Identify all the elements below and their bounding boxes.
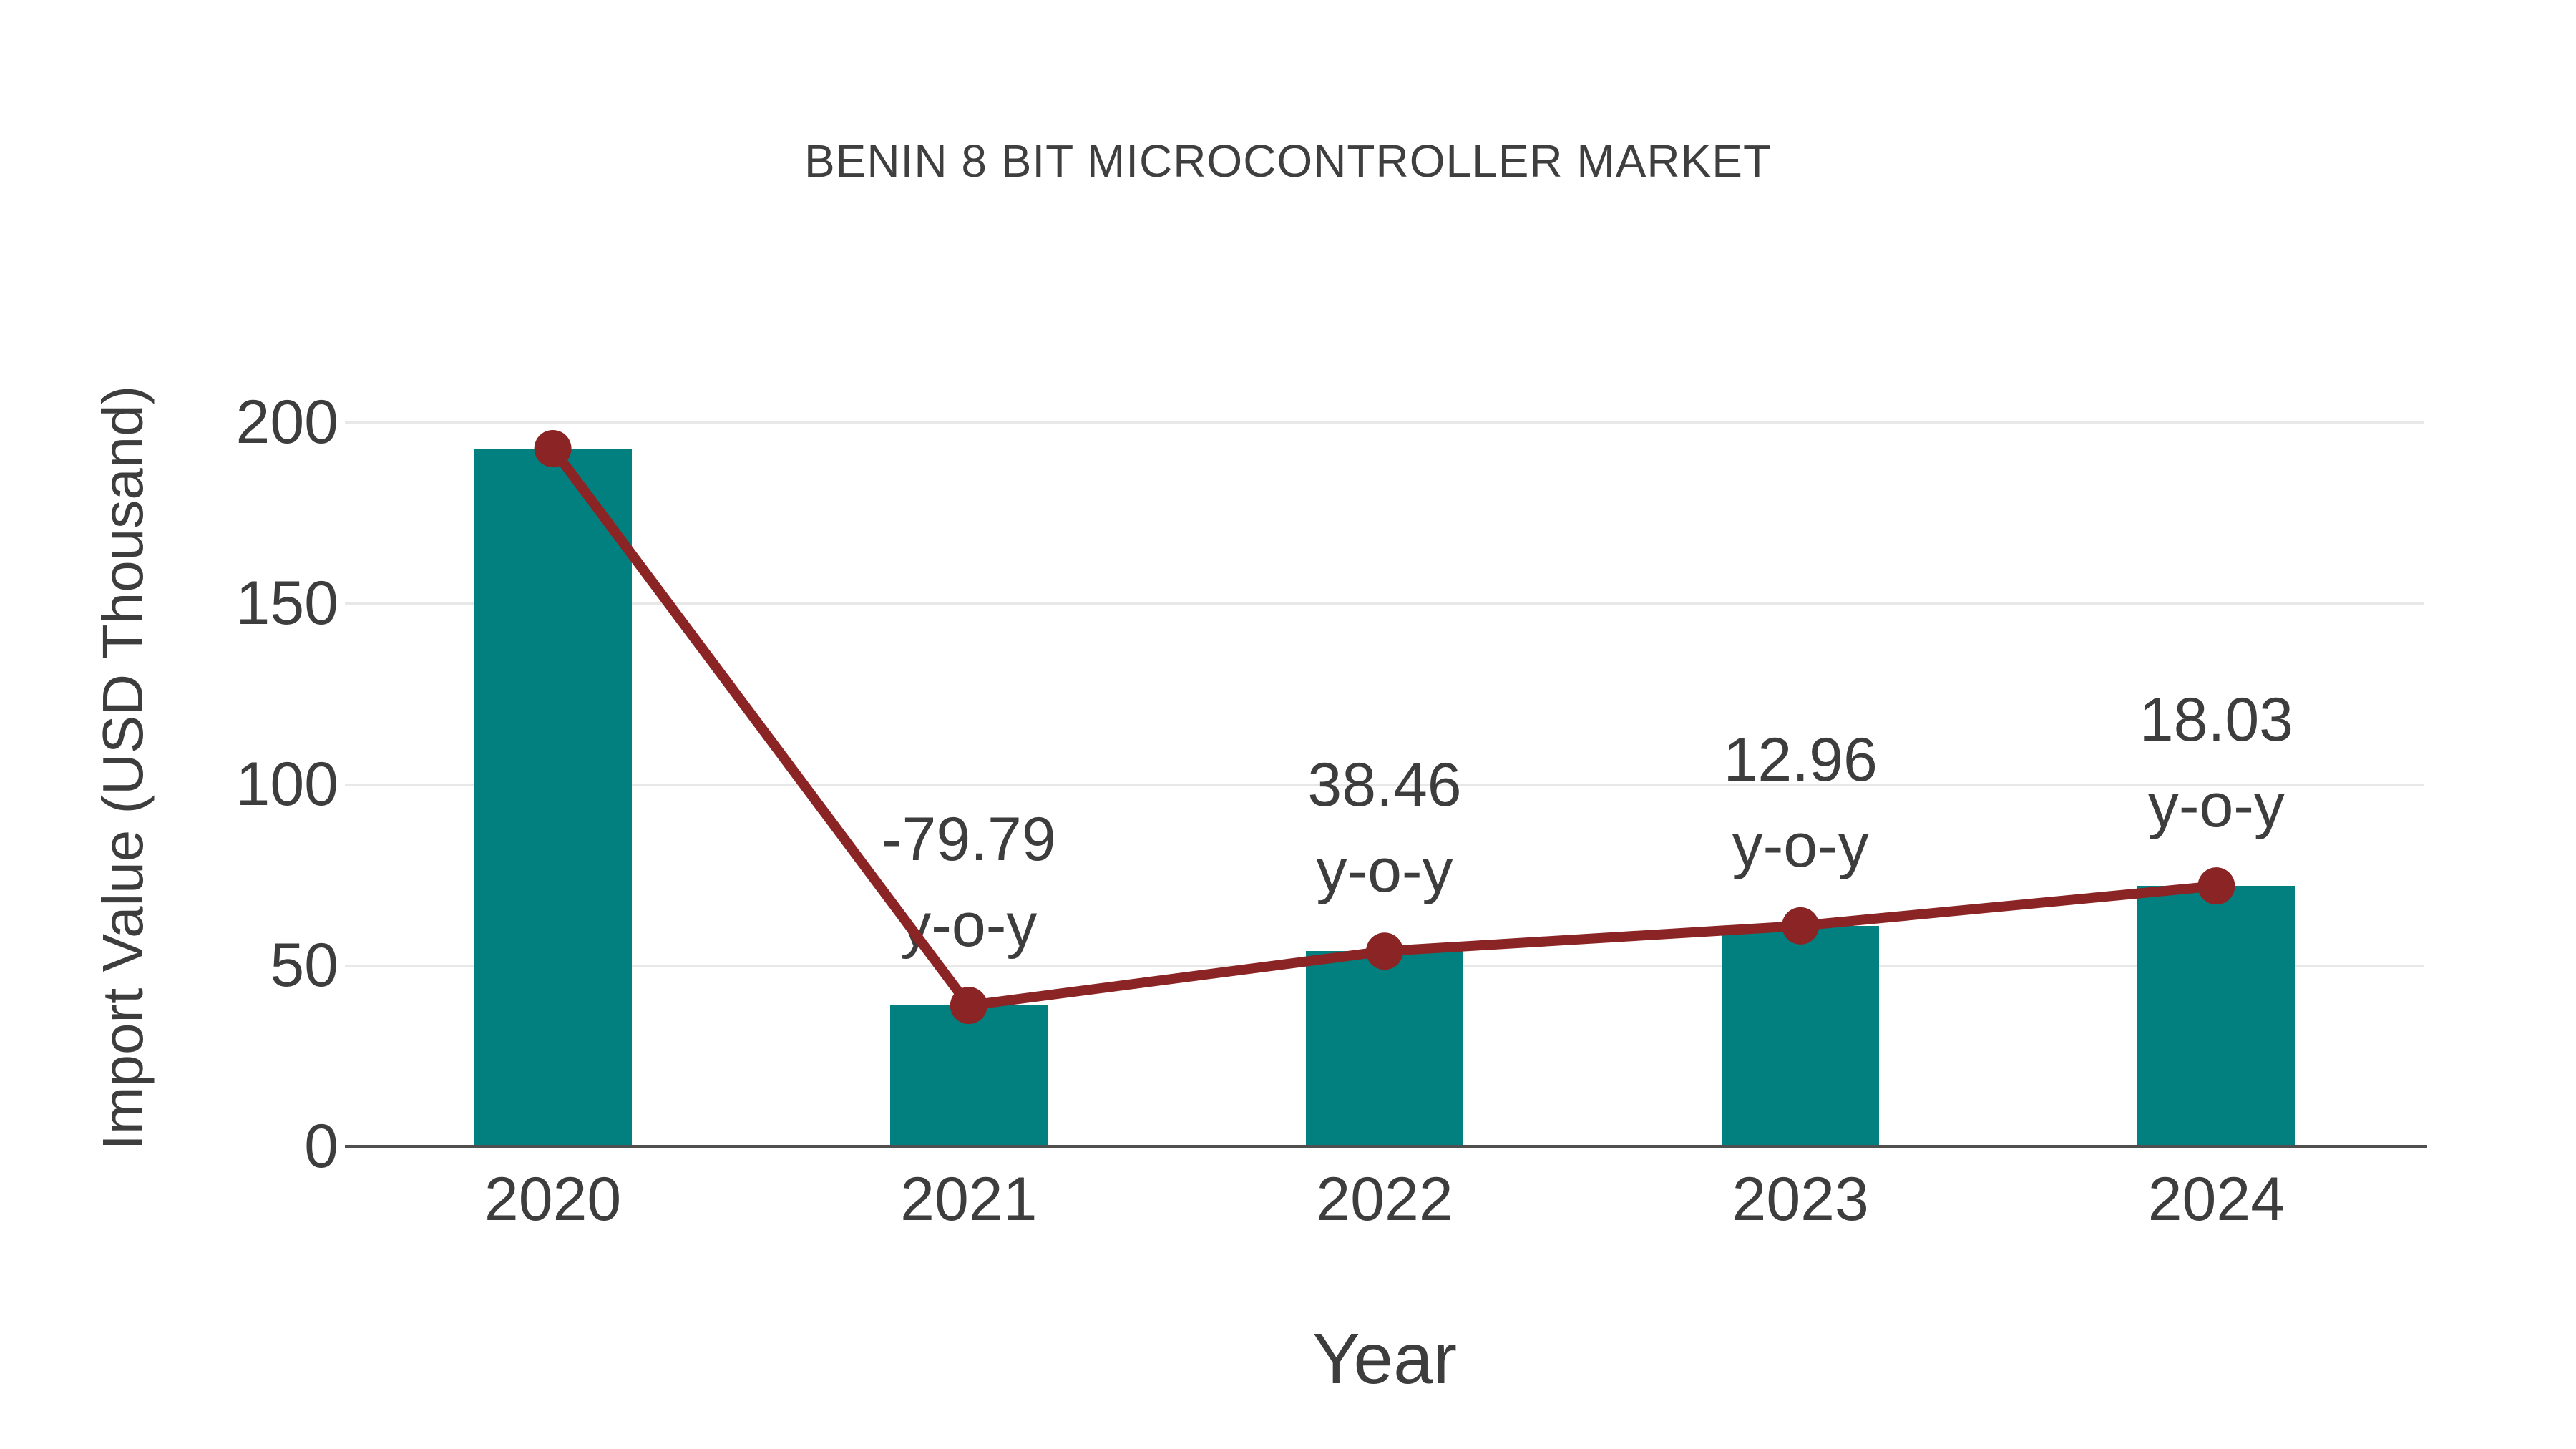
annotation-unit: y-o-y <box>1316 836 1453 906</box>
x-axis-title: Year <box>1312 1319 1458 1399</box>
bar-2022 <box>1306 951 1463 1146</box>
annotation-2023: 12.96 y-o-y <box>1724 717 1878 889</box>
annotation-2022: 38.46 y-o-y <box>1307 742 1461 914</box>
bar-2021 <box>889 1005 1048 1146</box>
bar-2024 <box>2137 886 2296 1146</box>
annotation-value: 38.46 <box>1307 751 1462 820</box>
annotation-value: 12.96 <box>1723 725 1878 794</box>
y-tick-label-200: 200 <box>235 388 339 457</box>
x-tick-label-2022: 2022 <box>1316 1165 1453 1234</box>
gridline-150 <box>345 602 2424 605</box>
trend-line <box>548 445 2218 1011</box>
bar-2023 <box>1722 925 1880 1146</box>
annotation-unit: y-o-y <box>1732 811 1869 880</box>
gridline-200 <box>345 421 2424 424</box>
y-tick-label-150: 150 <box>235 569 339 638</box>
trend-marker-2024 <box>2197 867 2235 905</box>
gridline-100 <box>345 783 2424 786</box>
x-tick-label-2020: 2020 <box>484 1165 622 1234</box>
annotation-value: -79.79 <box>881 805 1056 874</box>
annotation-2024: 18.03 y-o-y <box>2140 677 2293 849</box>
y-tick-label-100: 100 <box>235 750 339 819</box>
trend-marker-2023 <box>1782 907 1820 945</box>
trend-marker-2022 <box>1366 932 1403 970</box>
x-tick-label-2024: 2024 <box>2147 1165 2285 1234</box>
y-tick-label-50: 50 <box>270 931 338 1000</box>
bar-2020 <box>474 448 632 1146</box>
chart-title: BENIN 8 BIT MICROCONTROLLER MARKET <box>804 135 1772 187</box>
x-tick-label-2023: 2023 <box>1732 1165 1869 1234</box>
annotation-value: 18.03 <box>2139 686 2293 755</box>
annotation-unit: y-o-y <box>2147 771 2285 841</box>
x-axis-line <box>345 1144 2427 1148</box>
trend-marker-2021 <box>950 987 987 1025</box>
x-tick-label-2021: 2021 <box>900 1165 1038 1234</box>
y-tick-label-0: 0 <box>304 1112 338 1181</box>
annotation-2021: -79.79 y-o-y <box>882 796 1056 968</box>
trend-marker-2020 <box>534 429 572 467</box>
